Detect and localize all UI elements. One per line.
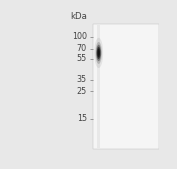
- Ellipse shape: [97, 49, 100, 57]
- Text: 15: 15: [77, 114, 87, 123]
- Ellipse shape: [94, 38, 103, 68]
- Text: 35: 35: [77, 75, 87, 84]
- Bar: [97, 24, 100, 149]
- Text: 100: 100: [72, 32, 87, 41]
- Ellipse shape: [97, 47, 101, 59]
- Bar: [93, 24, 159, 149]
- Ellipse shape: [95, 42, 102, 64]
- Ellipse shape: [98, 50, 99, 56]
- Text: kDa: kDa: [70, 12, 87, 21]
- Ellipse shape: [96, 45, 101, 61]
- Text: 70: 70: [77, 44, 87, 53]
- Text: 55: 55: [77, 54, 87, 63]
- Text: 25: 25: [77, 87, 87, 95]
